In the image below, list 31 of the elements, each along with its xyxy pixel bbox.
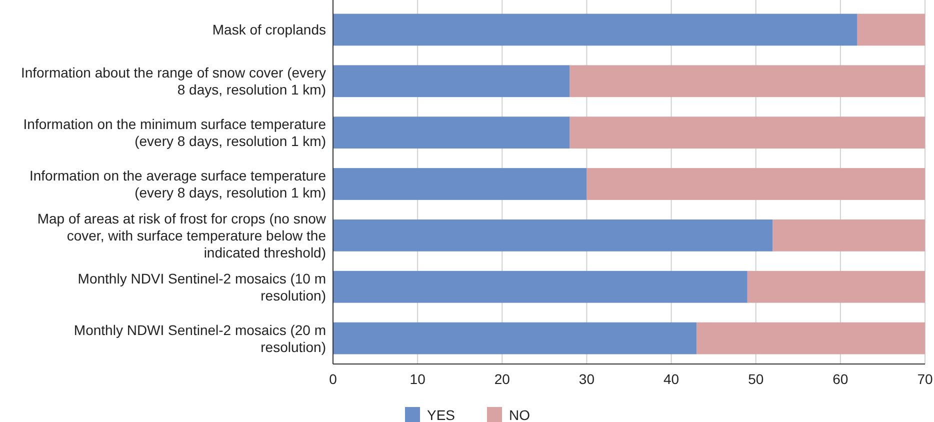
bar	[333, 219, 773, 252]
bar	[570, 116, 925, 149]
bar	[857, 14, 925, 46]
y-tick-label: Information about the range of snow cover (every 8 days, resolution 1 km)	[20, 64, 326, 98]
legend-label: NO	[509, 407, 530, 422]
y-tick-label: Monthly NDVI Sentinel-2 mosaics (10 m resolution)	[78, 270, 326, 304]
bar	[333, 270, 748, 303]
x-tick-label: 30	[578, 371, 595, 387]
x-tick-label: 70	[917, 371, 933, 387]
x-tick-label: 20	[494, 371, 510, 387]
bar	[747, 270, 925, 303]
y-tick-label: Monthly NDWI Sentinel-2 mosaics (20 m resolution)	[74, 322, 326, 355]
bar	[772, 219, 925, 252]
x-tick-label: 0	[329, 371, 338, 387]
bar	[696, 322, 925, 354]
bar	[333, 116, 570, 149]
x-tick-label: 50	[748, 371, 764, 387]
bar	[333, 14, 858, 46]
y-tick-label: Map of areas at risk of frost for crops (no snow cover, with surface temperature below the indicated threshold)	[37, 210, 327, 260]
bar	[333, 65, 570, 98]
bar	[333, 322, 697, 354]
y-tick-label: Information on the average surface temperature (every 8 days, resolution 1 km)	[29, 168, 326, 200]
legend-label: YES	[427, 407, 456, 422]
y-tick-label: Information on the minimum surface temperature (every 8 days, resolution 1 km)	[23, 116, 326, 150]
y-tick-label: Mask of croplands	[212, 22, 326, 38]
bar	[333, 168, 587, 200]
bar	[586, 168, 925, 200]
x-tick-label: 60	[832, 371, 848, 387]
x-tick-label: 10	[410, 371, 426, 387]
bar	[570, 65, 925, 98]
x-tick-label: 40	[663, 371, 680, 387]
